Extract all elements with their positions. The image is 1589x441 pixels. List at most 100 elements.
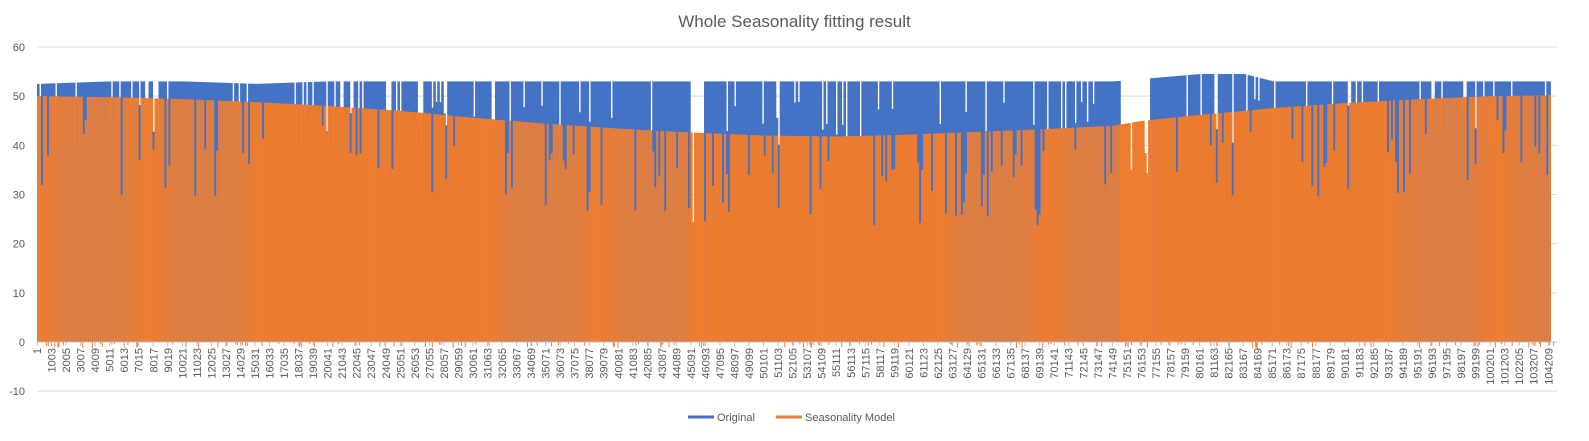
seasonality-bar [1269,108,1273,343]
seasonality-bar [1303,105,1306,342]
seasonality-bar [797,135,801,342]
seasonality-bar [190,99,193,343]
seasonality-bar [799,135,803,342]
x-tick-label: 59119 [889,348,901,378]
seasonality-bar [1524,95,1527,342]
seasonality-bar [1315,105,1318,342]
seasonality-dip [1018,342,1020,345]
seasonality-dip [957,342,959,348]
seasonality-dip [82,342,84,348]
seasonality-bar [1273,107,1277,342]
seasonality-bar [1100,126,1103,342]
seasonality-bar [743,134,747,342]
x-tick-label: 46093 [700,348,712,379]
seasonality-dip [635,342,637,346]
original-bar [919,81,922,343]
seasonality-bar [899,134,902,342]
seasonality-bar [261,138,265,342]
y-tick-label: 60 [13,42,25,54]
seasonality-bar [100,97,104,342]
seasonality-bar [1339,103,1342,342]
seasonality-bar [154,98,158,343]
seasonality-bar [1163,118,1167,342]
seasonality-bar [1474,164,1478,342]
x-tick-label: 16033 [265,348,277,379]
seasonality-bar [1406,99,1410,343]
seasonality-bar [1229,112,1233,342]
seasonality-dip [359,342,361,346]
seasonality-bar [785,135,789,342]
seasonality-bar [1381,101,1384,342]
seasonality-bar [580,126,584,343]
seasonality-bar [698,132,701,342]
seasonality-bar [202,99,205,342]
seasonality-dip [226,342,228,346]
seasonality-bar [954,215,958,342]
x-tick-label: 67135 [1006,348,1018,379]
seasonality-bar [1245,110,1249,343]
seasonality-bar [1066,127,1070,343]
seasonality-bar [1207,114,1211,342]
seasonality-bar [1211,113,1215,343]
seasonality-bar [510,187,514,342]
seasonality-bar [1243,110,1247,342]
seasonality-bar [668,131,671,342]
seasonality-bar [451,115,454,343]
seasonality-bar [769,135,773,342]
seasonality-bar [488,119,492,343]
seasonality-bar [431,192,434,342]
seasonality-bar [260,102,263,342]
seasonality-bar [841,136,845,342]
seasonality-bar [481,118,484,342]
seasonality-bar [359,153,363,342]
seasonality-bar [1267,108,1271,342]
seasonality-bar [477,118,480,343]
seasonality-bar [775,135,779,342]
seasonality-dip [1370,342,1372,348]
y-tick-label: -10 [9,386,25,398]
y-tick-label: 50 [13,91,25,103]
x-tick-label: 7015 [134,348,146,372]
seasonality-bar [1359,102,1362,342]
seasonality-bar [325,132,329,342]
seasonality-dip [1531,342,1533,345]
seasonality-bar [494,119,498,342]
seasonality-bar [1030,129,1034,342]
seasonality-bar [956,132,960,342]
seasonality-bar [642,129,645,342]
seasonality-bar [407,111,410,342]
seasonality-bar [148,98,152,342]
x-tick-label: 27055 [424,348,436,379]
seasonality-dip [217,342,219,348]
seasonality-bar [962,202,966,342]
seasonality-bar [216,150,219,342]
seasonality-dip [531,342,533,347]
seasonality-bar [62,96,66,342]
seasonality-bar [544,205,548,342]
seasonality-bar [1150,119,1153,342]
seasonality-bar [976,131,980,342]
x-tick-label: 70141 [1049,348,1061,379]
seasonality-bar [1544,95,1547,342]
seasonality-bar [423,113,426,342]
seasonality-bar [548,160,552,342]
seasonality-bar [72,96,76,342]
seasonality-bar [1209,145,1213,342]
seasonality-dip [977,342,979,345]
seasonality-bar [1311,185,1314,342]
seasonality-bar [140,97,144,342]
seasonality-bar [741,134,745,342]
seasonality-bar [40,185,44,342]
seasonality-dip [101,342,103,347]
x-tick-label: 82165 [1224,348,1236,379]
seasonality-dip [950,342,952,345]
seasonality-bar [925,133,928,342]
seasonality-dip [1146,342,1148,348]
seasonality-bar [206,100,209,342]
seasonality-dip [1290,342,1292,348]
seasonality-bar [978,131,982,342]
seasonality-dip [967,342,969,345]
seasonality-bar [865,135,868,342]
seasonality-bar [891,169,894,342]
seasonality-bar [1343,103,1346,343]
